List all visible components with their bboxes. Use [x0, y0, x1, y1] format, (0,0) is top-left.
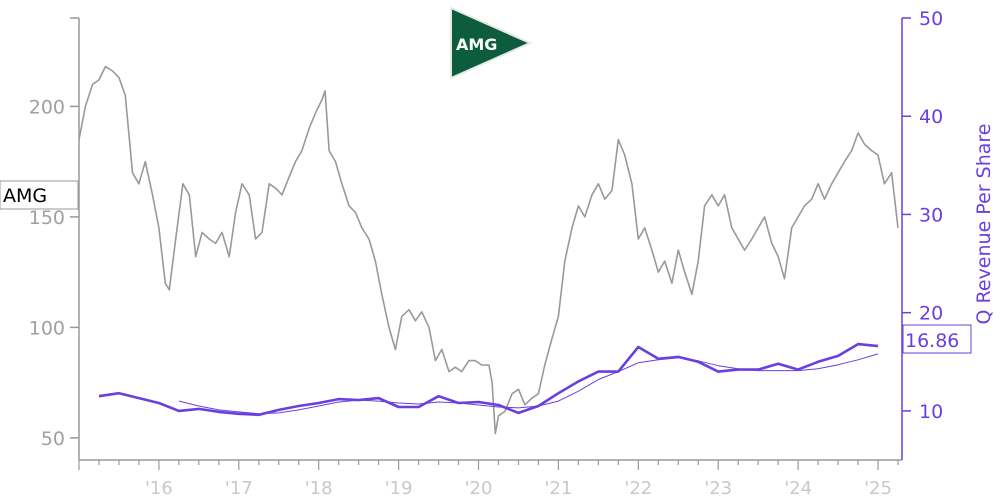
current-value-box: [902, 324, 972, 354]
price-badge-label: AMG: [3, 185, 47, 207]
x-tick-label: '20: [465, 478, 493, 499]
x-tick-label: '17: [225, 478, 253, 499]
price-badge-box: [0, 180, 79, 210]
right-axis-title: Q Revenue Per Share: [973, 124, 995, 325]
axes: 50 100 150 200 '16 '17 '18 '19 '20 '21 '22 '23 '24 '2…: [29, 8, 995, 499]
left-tick-label: 200: [29, 96, 65, 118]
amg-logo: AMG: [450, 6, 533, 80]
x-tick-label: '18: [305, 478, 333, 499]
x-tick-label: '16: [145, 478, 173, 499]
right-tick-label: 30: [919, 204, 943, 226]
x-tick-label: '24: [784, 478, 812, 499]
left-tick-label: 50: [41, 428, 65, 450]
logo-pennant-shape: [450, 6, 533, 80]
right-tick-label: 50: [919, 8, 943, 30]
badges: AMG 16.86: [0, 180, 972, 354]
left-tick-label: 100: [29, 317, 65, 339]
revenue-trend-line: [178, 353, 879, 415]
right-tick-label: 10: [919, 401, 943, 423]
price-line: [78, 65, 899, 435]
logo-text: AMG: [456, 35, 497, 54]
right-tick-label: 20: [919, 303, 943, 325]
x-tick-label: '22: [624, 478, 652, 499]
x-tick-label: '19: [385, 478, 413, 499]
series-lines: [78, 65, 899, 435]
x-tick-label: '25: [864, 478, 892, 499]
x-tick-label: '23: [704, 478, 732, 499]
right-tick-label: 40: [919, 106, 943, 128]
x-tick-label: '21: [544, 478, 572, 499]
revenue-line: [98, 342, 879, 417]
current-value-label: 16.86: [905, 330, 959, 352]
left-tick-label: 150: [29, 207, 65, 229]
